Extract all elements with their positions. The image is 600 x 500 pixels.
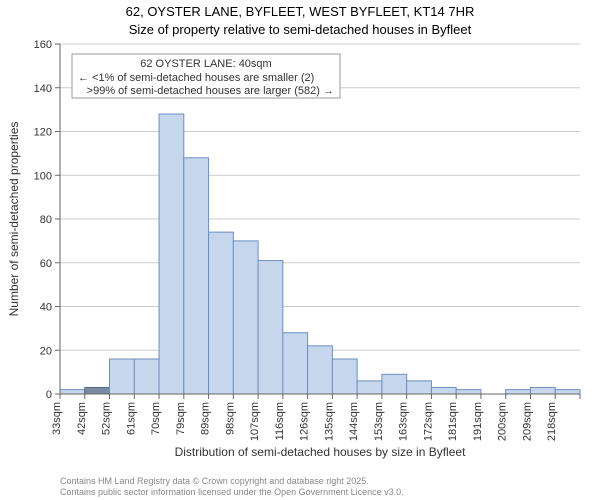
histogram-bar — [60, 390, 85, 394]
x-tick-label: 135sqm — [323, 402, 335, 441]
x-tick-label: 107sqm — [249, 402, 261, 441]
y-tick-label: 20 — [40, 345, 52, 357]
y-tick-label: 140 — [34, 83, 52, 95]
y-tick-label: 100 — [34, 170, 52, 182]
histogram-bar — [456, 390, 481, 394]
histogram-bar — [530, 387, 555, 394]
footer-line-1: Contains HM Land Registry data © Crown c… — [60, 476, 404, 487]
x-tick-label: 218sqm — [546, 402, 558, 441]
footer-line-2: Contains public sector information licen… — [60, 487, 404, 498]
x-tick-label: 42sqm — [76, 402, 88, 435]
x-axis-label: Distribution of semi-detached houses by … — [175, 445, 466, 459]
chart-title-line1: 62, OYSTER LANE, BYFLEET, WEST BYFLEET, … — [126, 4, 475, 19]
x-tick-label: 126sqm — [299, 402, 311, 441]
histogram-bar — [431, 387, 456, 394]
histogram-bar — [184, 158, 209, 394]
x-tick-label: 172sqm — [422, 402, 434, 441]
x-tick-label: 209sqm — [521, 402, 533, 441]
annotation-larger: >99% of semi-detached houses are larger … — [87, 85, 334, 97]
histogram-bar — [110, 359, 135, 394]
histogram-bar — [308, 346, 333, 394]
x-tick-label: 52sqm — [101, 402, 113, 435]
histogram-bar — [283, 333, 308, 394]
highlight-bar — [85, 387, 110, 394]
y-tick-label: 0 — [46, 389, 52, 401]
chart-title-line2: Size of property relative to semi-detach… — [129, 22, 472, 37]
x-tick-label: 70sqm — [150, 402, 162, 435]
x-tick-label: 191sqm — [472, 402, 484, 441]
x-tick-label: 33sqm — [51, 402, 63, 435]
histogram-bar — [332, 359, 357, 394]
histogram-bar — [258, 261, 283, 394]
y-tick-label: 80 — [40, 214, 52, 226]
histogram-bar — [357, 381, 382, 394]
histogram-bar — [555, 390, 580, 394]
x-tick-label: 79sqm — [175, 402, 187, 435]
x-tick-label: 89sqm — [200, 402, 212, 435]
annotation-header: 62 OYSTER LANE: 40sqm — [140, 58, 271, 70]
property-size-histogram: 62, OYSTER LANE, BYFLEET, WEST BYFLEET, … — [0, 0, 600, 500]
chart-svg: 62, OYSTER LANE, BYFLEET, WEST BYFLEET, … — [0, 0, 600, 500]
y-tick-label: 120 — [34, 127, 52, 139]
y-axis-label: Number of semi-detached properties — [7, 122, 21, 317]
histogram-bar — [506, 390, 531, 394]
histogram-bar — [407, 381, 432, 394]
histogram-bar — [159, 114, 184, 394]
x-tick-label: 144sqm — [348, 402, 360, 441]
x-tick-label: 163sqm — [398, 402, 410, 441]
y-tick-label: 40 — [40, 302, 52, 314]
y-tick-label: 60 — [40, 258, 52, 270]
y-tick-label: 160 — [34, 39, 52, 51]
x-tick-label: 153sqm — [373, 402, 385, 441]
histogram-bar — [382, 374, 407, 394]
x-tick-label: 61sqm — [125, 402, 137, 435]
annotation-smaller: ← <1% of semi-detached houses are smalle… — [78, 72, 314, 84]
x-tick-label: 181sqm — [447, 402, 459, 441]
histogram-bar — [209, 232, 234, 394]
chart-footer: Contains HM Land Registry data © Crown c… — [60, 476, 404, 498]
histogram-bar — [134, 359, 159, 394]
x-tick-label: 98sqm — [224, 402, 236, 435]
histogram-bar — [233, 241, 258, 394]
x-tick-label: 200sqm — [497, 402, 509, 441]
x-tick-label: 116sqm — [274, 402, 286, 440]
